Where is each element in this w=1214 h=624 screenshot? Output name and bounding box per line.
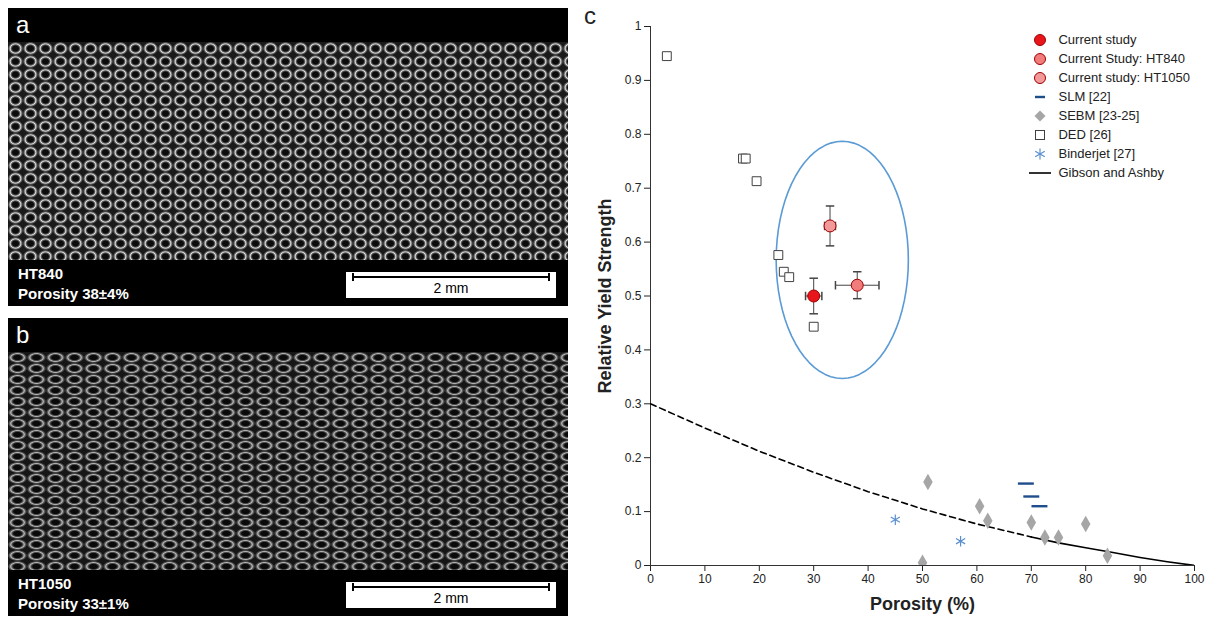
svg-text:60: 60	[970, 572, 984, 586]
html-text:c: c	[584, 2, 596, 29]
html-text:SLM [22]: SLM [22]	[1058, 89, 1111, 104]
svg-text:80: 80	[1079, 572, 1093, 586]
svg-text:20: 20	[753, 572, 767, 586]
svg-text:0: 0	[647, 572, 654, 586]
html-text:Current Study: HT840: Current Study: HT840	[1058, 51, 1185, 66]
html-text:a: a	[16, 11, 30, 38]
svg-text:70: 70	[1025, 572, 1039, 586]
svg-text:100: 100	[1184, 572, 1204, 586]
html-text:Porosity 38±4%: Porosity 38±4%	[18, 285, 129, 302]
svg-text:Relative Yield Strength: Relative Yield Strength	[595, 198, 615, 393]
html-text:DED [26]: DED [26]	[1058, 127, 1112, 142]
html-text:2 mm: 2 mm	[433, 280, 469, 296]
svg-text:0: 0	[635, 558, 642, 572]
html-text:Current study: Current study	[1058, 32, 1137, 47]
svg-text:90: 90	[1133, 572, 1147, 586]
svg-text:Porosity (%): Porosity (%)	[870, 594, 975, 614]
svg-text:0.1: 0.1	[625, 504, 642, 518]
html-text:b: b	[16, 321, 30, 348]
html-text:Binderjet [27]: Binderjet [27]	[1058, 146, 1136, 161]
svg-text:0.4: 0.4	[625, 343, 642, 357]
html-text:SEBM [23-25]: SEBM [23-25]	[1058, 108, 1140, 123]
svg-text:1: 1	[635, 19, 642, 33]
svg-text:0.3: 0.3	[625, 397, 642, 411]
html-text:Gibson and Ashby: Gibson and Ashby	[1058, 165, 1164, 180]
svg-text:0.7: 0.7	[625, 181, 642, 195]
html-text:Porosity 33±1%: Porosity 33±1%	[18, 595, 129, 612]
svg-text:50: 50	[916, 572, 930, 586]
html-text:HT1050: HT1050	[18, 575, 72, 592]
svg-text:0.5: 0.5	[625, 289, 642, 303]
svg-text:10: 10	[698, 572, 712, 586]
svg-text:0.9: 0.9	[625, 73, 642, 87]
svg-text:0.6: 0.6	[625, 235, 642, 249]
html-text:HT840: HT840	[18, 265, 63, 282]
svg-text:0.2: 0.2	[625, 451, 642, 465]
svg-text:30: 30	[807, 572, 821, 586]
svg-text:0.8: 0.8	[625, 127, 642, 141]
svg-text:40: 40	[861, 572, 875, 586]
html-text:Current study: HT1050: Current study: HT1050	[1058, 70, 1190, 85]
html-text:2 mm: 2 mm	[433, 590, 469, 606]
